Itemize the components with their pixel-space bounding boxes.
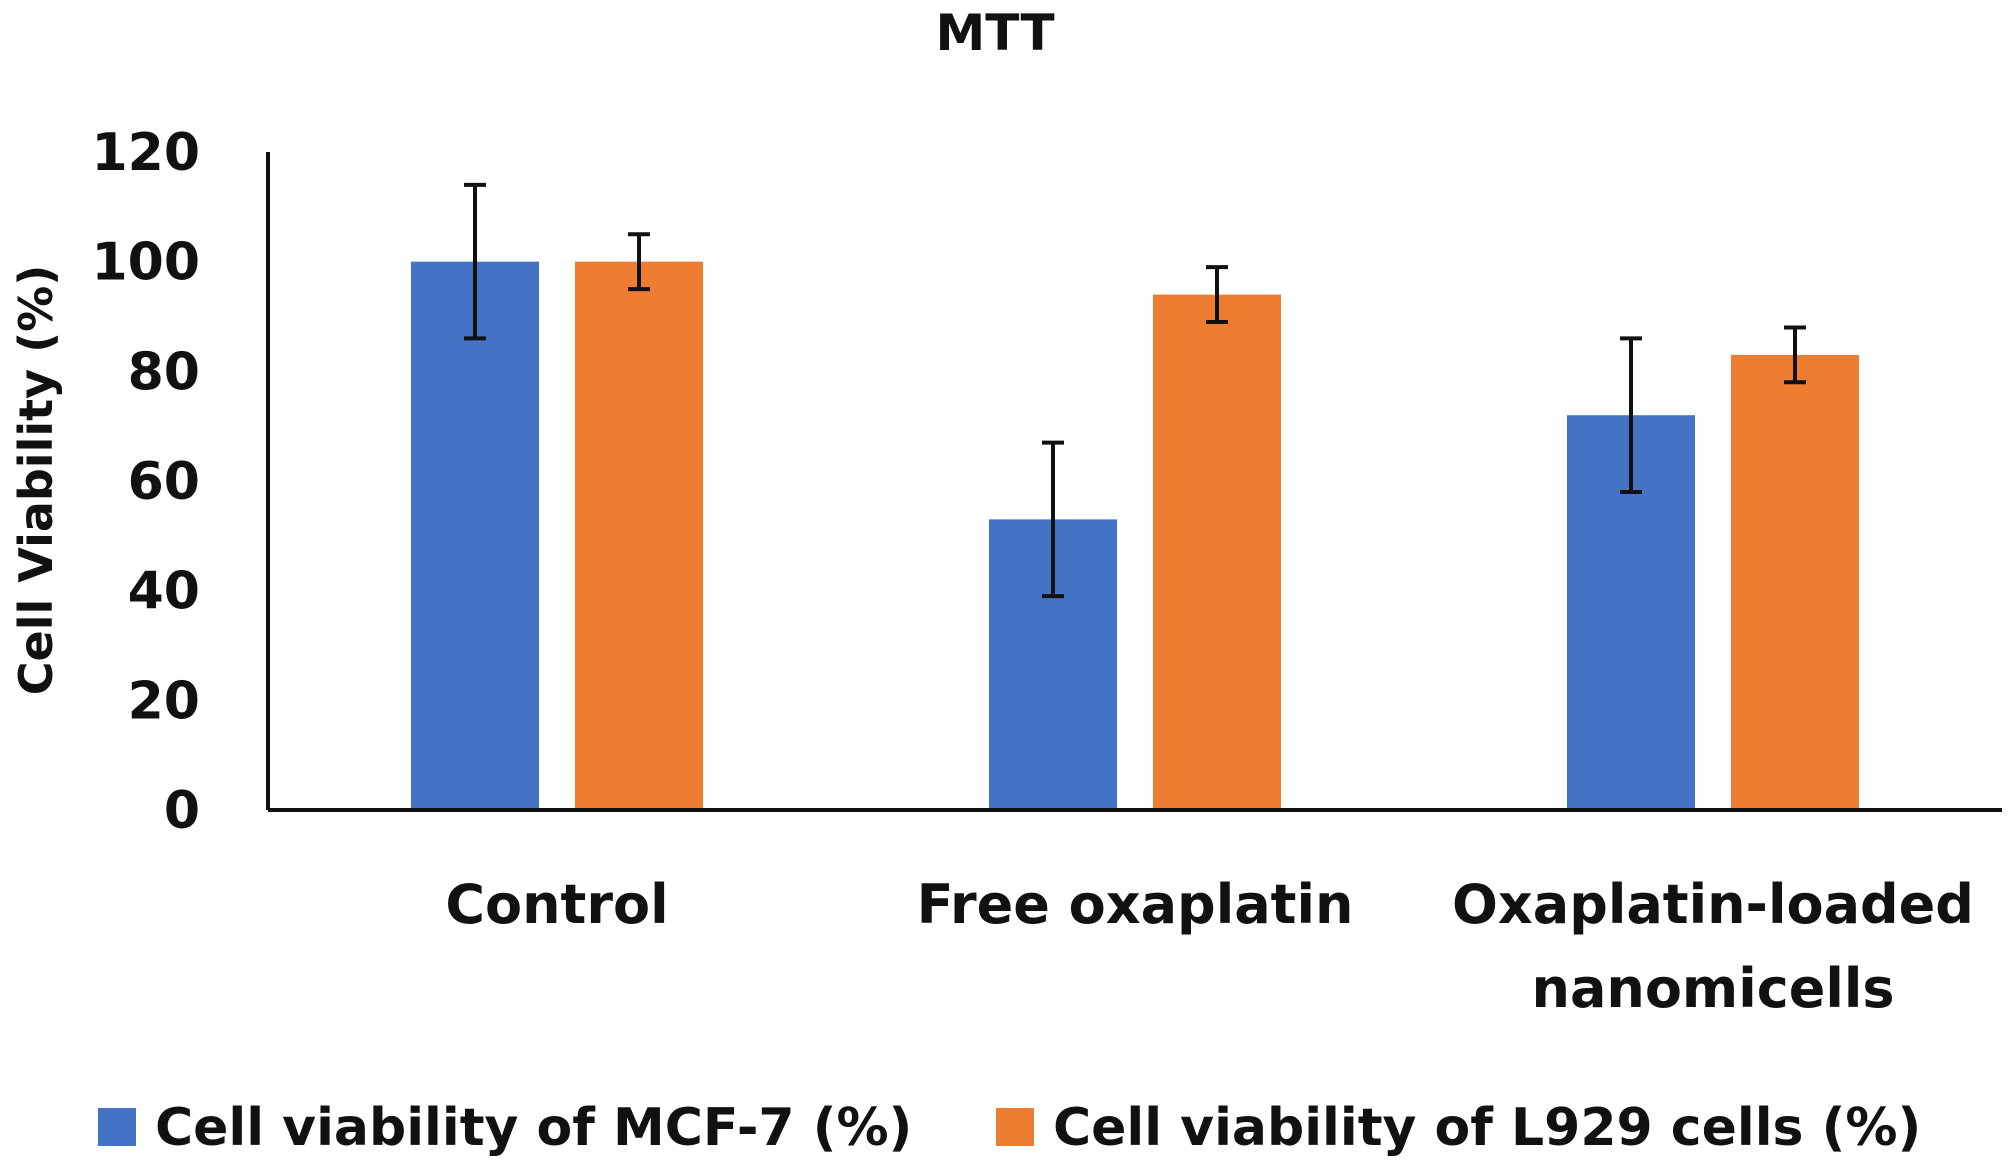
error-bar: [1206, 265, 1228, 324]
legend-label: Cell viability of L929 cells (%): [1053, 1098, 1921, 1158]
bar: [575, 261, 703, 811]
error-bar: [628, 232, 650, 292]
legend: Cell viability of MCF-7 (%) Cell viabilit…: [98, 1098, 1921, 1158]
x-category-label: Oxaplatin-loaded nanomicells: [1452, 873, 1974, 1020]
y-tick-label: 100: [91, 233, 200, 293]
error-bar: [1620, 336, 1642, 494]
y-tick-label: 0: [164, 781, 200, 841]
y-tick-label: 40: [128, 562, 200, 622]
chart-title: MTT: [935, 4, 1054, 62]
y-tick-label: 20: [128, 671, 200, 731]
bar: [1731, 354, 1859, 810]
x-axis-categories: Control Free oxaplatin Oxaplatin-loaded nan…: [445, 873, 1974, 1020]
error-bar: [1784, 325, 1806, 385]
y-axis-ticks: 0 20 40 60 80 100 120: [91, 123, 200, 841]
legend-label: Cell viability of MCF-7 (%): [155, 1098, 912, 1158]
y-tick-label: 80: [128, 342, 200, 402]
error-bar: [1042, 440, 1064, 599]
x-category-label: Free oxaplatin: [917, 873, 1354, 936]
bars: [411, 261, 1859, 811]
error-bars: [464, 182, 1806, 599]
legend-swatch: [98, 1108, 136, 1146]
x-category-label: Control: [445, 873, 668, 936]
bar: [411, 261, 539, 811]
error-bar: [464, 182, 486, 341]
y-tick-label: 60: [128, 452, 200, 512]
bar: [1153, 294, 1281, 811]
legend-swatch: [996, 1108, 1034, 1146]
y-tick-label: 120: [91, 123, 200, 183]
y-axis-label: Cell Viability (%): [9, 265, 63, 695]
